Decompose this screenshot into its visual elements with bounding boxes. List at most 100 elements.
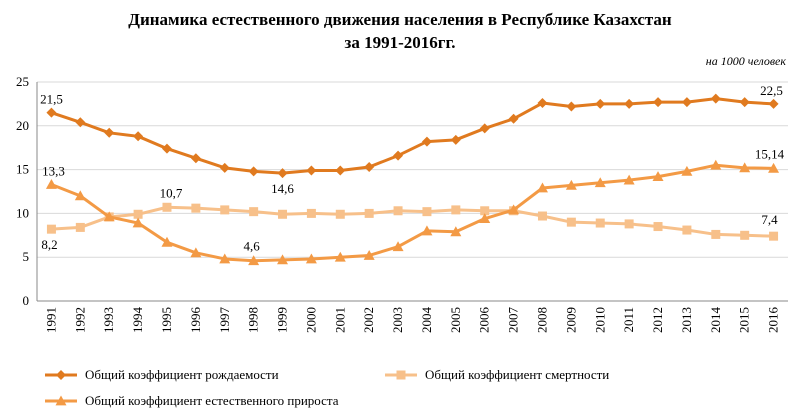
data-point <box>306 165 317 176</box>
legend-marker <box>56 370 66 380</box>
data-point <box>739 162 751 173</box>
y-tick-label: 0 <box>23 293 30 308</box>
data-point <box>335 209 345 219</box>
data-label: 21,5 <box>40 92 63 107</box>
data-point <box>277 254 289 265</box>
data-label: 4,6 <box>244 239 261 254</box>
data-point <box>623 174 635 185</box>
data-point <box>277 168 288 179</box>
data-point <box>162 202 172 212</box>
data-point <box>161 236 173 247</box>
data-label: 15,14 <box>755 146 785 161</box>
data-point <box>249 207 259 217</box>
data-point <box>681 97 692 108</box>
legend-entry: Общий коэффициент смертности <box>425 367 609 382</box>
data-point <box>682 225 692 235</box>
data-point <box>161 143 172 154</box>
y-tick-label: 25 <box>16 74 29 89</box>
x-tick-label: 2006 <box>477 307 492 334</box>
x-tick-label: 2001 <box>332 307 347 333</box>
data-point <box>710 159 722 170</box>
y-tick-label: 10 <box>16 205 29 220</box>
data-point <box>393 150 404 161</box>
data-point <box>566 101 577 112</box>
x-tick-label: 1994 <box>130 307 145 334</box>
data-point <box>479 213 491 224</box>
data-point <box>103 211 115 222</box>
data-point <box>624 219 634 229</box>
data-point <box>74 190 86 201</box>
legend-marker <box>55 395 67 406</box>
x-tick-label: 2009 <box>563 307 578 333</box>
x-tick-label: 2007 <box>506 307 521 334</box>
series-line-3 <box>50 163 774 263</box>
data-point <box>768 98 779 109</box>
series-line-1 <box>50 97 774 175</box>
x-tick-label: 1995 <box>159 307 174 333</box>
legend-entry: Общий коэффициент естественного прироста <box>85 393 339 408</box>
x-tick-label: 2015 <box>737 307 752 333</box>
data-point <box>768 162 780 173</box>
data-point <box>565 179 577 190</box>
data-point <box>364 208 374 218</box>
data-point <box>537 98 548 109</box>
data-point <box>278 209 288 219</box>
data-point <box>191 203 201 213</box>
data-point <box>133 209 143 219</box>
data-label: 10,7 <box>160 185 183 200</box>
data-point <box>769 231 779 241</box>
data-point <box>45 178 57 189</box>
x-tick-label: 2000 <box>303 307 318 333</box>
x-tick-label: 2014 <box>708 307 723 334</box>
legend-marker <box>396 370 406 380</box>
legend-entry: Общий коэффициент рождаемости <box>85 367 279 382</box>
data-label: 13,3 <box>42 163 65 178</box>
chart-title: Динамика естественного движения населени… <box>128 10 672 29</box>
unit-note: на 1000 человек <box>705 54 786 68</box>
x-tick-label: 1993 <box>101 307 116 333</box>
data-point <box>220 205 230 215</box>
x-tick-label: 1997 <box>217 307 232 334</box>
x-tick-label: 2003 <box>390 307 405 333</box>
x-tick-label: 1992 <box>72 307 87 333</box>
x-tick-label: 2010 <box>592 307 607 333</box>
x-tick-label: 2004 <box>419 307 434 334</box>
data-point <box>104 127 115 138</box>
data-point <box>248 166 259 177</box>
data-point <box>480 206 490 216</box>
data-point <box>739 97 750 108</box>
x-tick-label: 1996 <box>188 307 203 334</box>
data-point <box>75 117 86 128</box>
x-tick-label: 2016 <box>766 307 781 334</box>
data-label: 8,2 <box>41 237 57 252</box>
x-tick-label: 1998 <box>246 307 261 333</box>
x-tick-label: 2008 <box>534 307 549 333</box>
data-point <box>219 253 231 264</box>
x-tick-label: 1999 <box>275 307 290 333</box>
data-point <box>653 222 663 232</box>
data-point <box>451 205 461 215</box>
y-tick-label: 15 <box>16 162 29 177</box>
data-point <box>681 165 693 176</box>
data-point <box>190 153 201 164</box>
data-point <box>334 251 346 262</box>
x-tick-label: 2005 <box>448 307 463 333</box>
data-point <box>594 177 606 188</box>
y-tick-label: 5 <box>23 249 30 264</box>
data-label: 7,4 <box>761 212 778 227</box>
data-point <box>508 113 519 124</box>
data-point <box>710 93 721 104</box>
series-line-2 <box>51 205 774 238</box>
data-point <box>364 161 375 172</box>
chart-subtitle: за 1991-2016гг. <box>344 33 456 52</box>
data-point <box>421 136 432 147</box>
data-point <box>653 97 664 108</box>
data-point <box>422 207 432 217</box>
data-point <box>566 217 576 227</box>
data-point <box>652 171 664 182</box>
data-point <box>421 225 433 236</box>
data-point <box>46 107 57 118</box>
data-point <box>335 165 346 176</box>
y-tick-label: 20 <box>16 118 29 133</box>
